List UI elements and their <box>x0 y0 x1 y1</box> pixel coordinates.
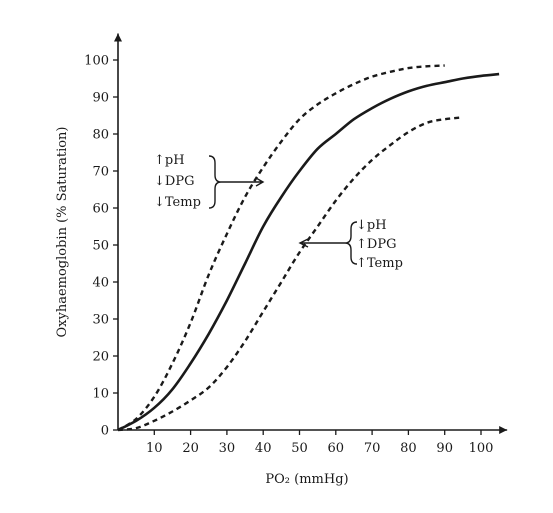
y-tick-label: 80 <box>92 128 109 143</box>
x-tick-label: 100 <box>469 441 494 456</box>
y-tick-label: 0 <box>101 424 109 439</box>
x-tick-label: 50 <box>291 441 308 456</box>
annotation-left-line-1: ↑pH <box>154 153 185 168</box>
annotation-left-arrow <box>221 177 265 187</box>
annotation-right-shift: ↓pH ↑DPG ↑Temp <box>298 218 403 271</box>
x-tick-label: 70 <box>364 441 381 456</box>
x-tick-label: 60 <box>328 441 345 456</box>
y-tick-label: 90 <box>92 91 109 106</box>
curve-normal <box>117 72 500 432</box>
ticks-group: 10 20 30 40 50 60 70 80 90 100 0 10 20 30 40 50 60 70 80 90… <box>84 54 493 457</box>
x-tick-label: 80 <box>400 441 417 456</box>
y-tick-label: 50 <box>92 239 109 254</box>
axes-group <box>114 33 508 434</box>
annotation-left-brace <box>208 155 222 209</box>
x-tick-label: 10 <box>146 441 163 456</box>
y-tick-label: 100 <box>84 54 109 69</box>
annotation-right-line-1: ↓pH <box>356 218 387 233</box>
x-axis-arrowhead <box>499 426 508 434</box>
annotation-right-line-3: ↑Temp <box>356 256 403 271</box>
annotation-left-line-3: ↓Temp <box>154 195 201 210</box>
x-tick-label: 30 <box>219 441 236 456</box>
annotation-left-line-2: ↓DPG <box>154 174 194 189</box>
annotation-left-shift: ↑pH ↓DPG ↓Temp <box>154 153 265 210</box>
y-tick-label: 20 <box>92 350 109 365</box>
annotation-right-line-2: ↑DPG <box>356 237 396 252</box>
y-axis-arrowhead <box>114 33 122 42</box>
annotation-right-arrow <box>298 238 345 248</box>
x-tick-label: 20 <box>182 441 199 456</box>
y-tick-label: 60 <box>92 202 109 217</box>
x-tick-label: 90 <box>436 441 453 456</box>
curves-group <box>117 64 500 432</box>
y-tick-label: 70 <box>92 165 109 180</box>
curve-right-shift <box>117 116 463 432</box>
x-axis-title: PO₂ (mmHg) <box>265 472 348 487</box>
y-tick-label: 40 <box>92 276 109 291</box>
plot-area: 10 20 30 40 50 60 70 80 90 100 0 10 20 30 40 50 60 70 80 90… <box>84 33 508 457</box>
x-tick-label: 40 <box>255 441 272 456</box>
y-tick-label: 10 <box>92 387 109 402</box>
y-tick-label: 30 <box>92 313 109 328</box>
curve-left-shift <box>117 64 445 432</box>
y-axis-title: Oxyhaemoglobin (% Saturation) <box>55 126 70 337</box>
